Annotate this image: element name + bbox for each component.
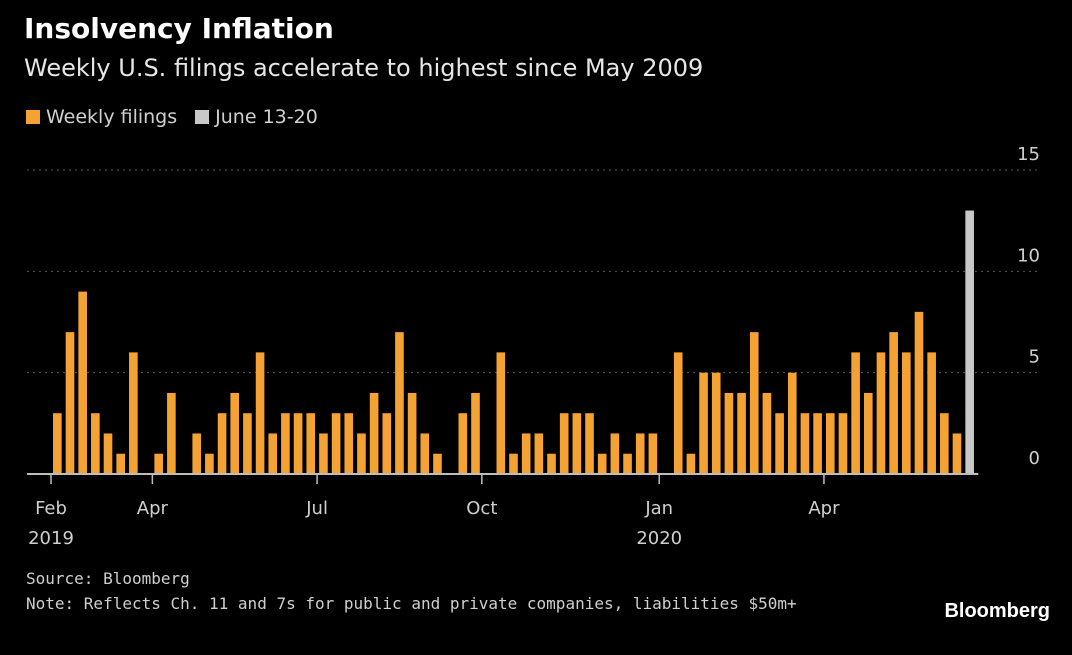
- bar-weekly-filings: [547, 453, 556, 474]
- bar-weekly-filings: [775, 413, 784, 474]
- bar-weekly-filings: [496, 352, 506, 474]
- bar-weekly-filings: [889, 332, 898, 474]
- bar-weekly-filings: [420, 433, 430, 474]
- bar-weekly-filings: [192, 433, 202, 474]
- bar-weekly-filings: [902, 352, 911, 474]
- bar-weekly-filings: [344, 413, 354, 474]
- bar-weekly-filings: [395, 332, 404, 474]
- bar-weekly-filings: [940, 413, 949, 474]
- bar-weekly-filings: [281, 413, 290, 474]
- x-tick-label: Apr: [137, 498, 169, 519]
- bar-weekly-filings: [952, 433, 962, 474]
- x-tick-label: Feb: [35, 498, 67, 519]
- y-tick-label: 10: [1017, 245, 1040, 266]
- bar-weekly-filings: [217, 413, 227, 474]
- bar-weekly-filings: [648, 433, 658, 474]
- x-tick-label: Jul: [305, 498, 328, 519]
- y-tick-label: 0: [1029, 448, 1040, 469]
- bar-weekly-filings: [534, 433, 544, 474]
- bar-weekly-filings: [53, 413, 62, 474]
- bar-weekly-filings: [471, 392, 480, 474]
- bar-weekly-filings: [711, 372, 721, 474]
- bar-weekly-filings: [103, 433, 113, 474]
- bar-weekly-filings: [521, 433, 531, 474]
- bar-weekly-filings: [838, 413, 848, 474]
- bar-weekly-filings: [167, 392, 176, 474]
- gridlines: [27, 169, 1040, 374]
- chart-subtitle: Weekly U.S. filings accelerate to highes…: [24, 54, 704, 82]
- bar-weekly-filings: [914, 311, 924, 474]
- bar-weekly-filings: [787, 372, 797, 474]
- bar-weekly-filings: [243, 413, 252, 474]
- legend: Weekly filings June 13-20: [26, 106, 336, 128]
- bar-weekly-filings: [458, 413, 468, 474]
- bar-weekly-filings: [78, 291, 87, 474]
- x-tick-label: Apr: [808, 498, 840, 519]
- bar-weekly-filings: [699, 372, 708, 474]
- bar-weekly-filings: [737, 392, 746, 474]
- bar-weekly-filings: [230, 392, 240, 474]
- bar-weekly-filings: [610, 433, 620, 474]
- bar-weekly-filings: [876, 352, 886, 474]
- bloomberg-logo: Bloomberg: [944, 600, 1050, 622]
- bar-weekly-filings: [585, 413, 594, 474]
- footnote: Note: Reflects Ch. 11 and 7s for public …: [26, 594, 797, 613]
- y-axis-ticks: 0 5 10 15: [1017, 144, 1040, 469]
- bar-weekly-filings: [597, 453, 607, 474]
- bar-weekly-filings: [635, 433, 645, 474]
- bar-weekly-filings: [800, 413, 810, 474]
- bar-chart: 0 5 10 15 Feb 2019 Apr Jul Oct Jan 2020 Apr: [27, 144, 1040, 549]
- bar-weekly-filings: [673, 352, 683, 474]
- bar-weekly-filings: [357, 433, 366, 474]
- bar-weekly-filings: [382, 413, 392, 474]
- bar-weekly-filings: [65, 332, 75, 474]
- bar-weekly-filings: [572, 413, 582, 474]
- bar-weekly-filings: [559, 413, 569, 474]
- legend-swatch-weekly-filings: [26, 110, 40, 124]
- bar-weekly-filings: [268, 433, 278, 474]
- y-tick-label: 5: [1029, 347, 1040, 368]
- bar-weekly-filings: [686, 453, 696, 474]
- bar-weekly-filings: [91, 413, 100, 474]
- chart-title: Insolvency Inflation: [24, 12, 334, 45]
- source-note: Source: Bloomberg: [26, 569, 190, 588]
- bar-weekly-filings: [369, 392, 379, 474]
- bar-weekly-filings: [927, 352, 936, 474]
- legend-swatch-june: [195, 110, 210, 124]
- bar-weekly-filings: [306, 413, 316, 474]
- legend-item-june: June 13-20: [195, 106, 318, 128]
- x-tick-label: Oct: [466, 498, 497, 519]
- x-axis-ticks: Feb 2019 Apr Jul Oct Jan 2020 Apr: [28, 474, 840, 549]
- bar-weekly-filings: [863, 392, 873, 474]
- bar-weekly-filings: [129, 352, 138, 474]
- bar-weekly-filings: [255, 352, 265, 474]
- legend-label-june: June 13-20: [215, 106, 318, 128]
- bar-weekly-filings: [813, 413, 822, 474]
- bar-weekly-filings: [319, 433, 328, 474]
- bar-weekly-filings: [509, 453, 518, 474]
- bar-weekly-filings: [433, 453, 442, 474]
- bar-weekly-filings: [762, 392, 772, 474]
- bar-weekly-filings: [116, 453, 125, 474]
- bar-june-13-20: [965, 210, 974, 474]
- x-tick-year: 2020: [636, 528, 682, 549]
- bar-weekly-filings: [851, 352, 860, 474]
- bar-weekly-filings: [154, 453, 164, 474]
- x-tick-label: Jan: [644, 498, 673, 519]
- bar-weekly-filings: [331, 413, 341, 474]
- bar-weekly-filings: [825, 413, 835, 474]
- bar-weekly-filings: [407, 392, 417, 474]
- bar-weekly-filings: [293, 413, 303, 474]
- x-tick-year: 2019: [28, 528, 74, 549]
- legend-label-weekly-filings: Weekly filings: [46, 106, 178, 128]
- bar-weekly-filings: [623, 453, 632, 474]
- legend-item-weekly-filings: Weekly filings: [26, 106, 177, 128]
- bar-weekly-filings: [724, 392, 734, 474]
- y-tick-label: 15: [1017, 144, 1040, 165]
- bar-weekly-filings: [749, 332, 759, 474]
- bar-weekly-filings: [205, 453, 214, 474]
- bars: [53, 210, 974, 474]
